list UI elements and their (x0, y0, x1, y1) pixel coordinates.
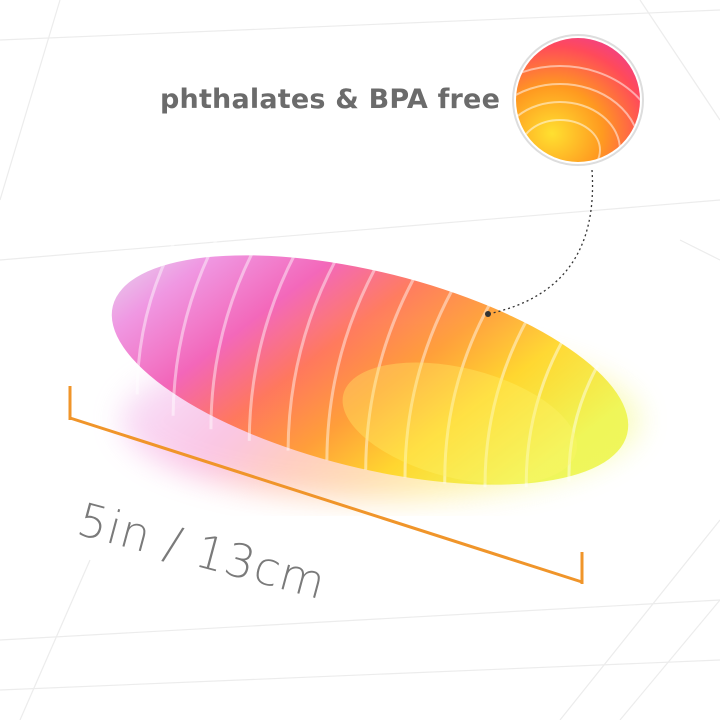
inset-circle (512, 34, 644, 166)
callout-text: phthalates & BPA free (160, 84, 501, 115)
toy-body (111, 236, 629, 488)
dimension-line (68, 386, 584, 584)
callout-connector (487, 169, 594, 315)
